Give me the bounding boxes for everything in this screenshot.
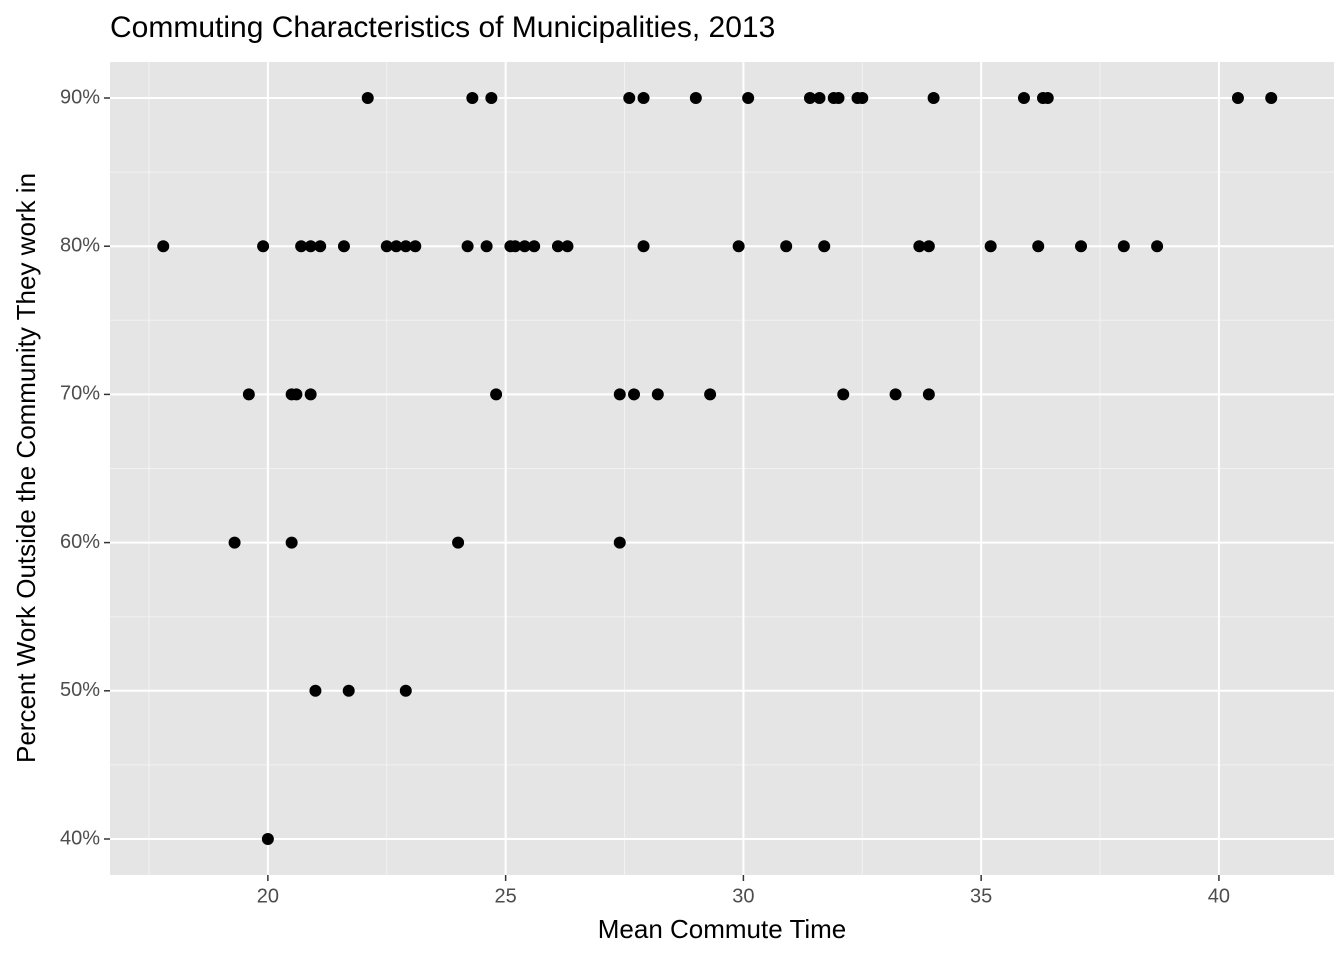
x-tick-label: 25: [495, 885, 517, 907]
point: [623, 92, 636, 105]
point: [628, 388, 641, 401]
point: [704, 388, 717, 401]
y-tick-label: 60%: [60, 531, 100, 553]
point: [518, 240, 531, 253]
y-tick-label: 40%: [60, 827, 100, 849]
point: [304, 240, 317, 253]
point: [380, 240, 393, 253]
x-tick-label: 40: [1208, 885, 1230, 907]
point: [922, 240, 935, 253]
point: [342, 684, 355, 697]
point: [780, 240, 793, 253]
point: [984, 240, 997, 253]
point: [613, 388, 626, 401]
point: [1017, 92, 1030, 105]
point: [689, 92, 702, 105]
point: [461, 240, 474, 253]
point: [922, 388, 935, 401]
point: [257, 240, 270, 253]
y-tick-label: 70%: [60, 383, 100, 405]
x-tick-label: 30: [732, 885, 754, 907]
point: [742, 92, 755, 105]
x-tick-label: 20: [257, 885, 279, 907]
point: [452, 536, 465, 549]
point: [290, 388, 303, 401]
point: [889, 388, 902, 401]
point: [304, 388, 317, 401]
y-tick-label: 50%: [60, 679, 100, 701]
y-tick-label: 80%: [60, 234, 100, 256]
point: [314, 240, 327, 253]
point: [528, 240, 541, 253]
point: [295, 240, 308, 253]
point: [837, 388, 850, 401]
point: [409, 240, 422, 253]
point: [732, 240, 745, 253]
point: [261, 832, 274, 845]
point: [1231, 92, 1244, 105]
point: [1265, 92, 1278, 105]
point: [509, 240, 522, 253]
point: [399, 240, 412, 253]
point: [390, 240, 403, 253]
point: [361, 92, 374, 105]
point: [490, 388, 503, 401]
point: [1041, 92, 1054, 105]
point: [242, 388, 255, 401]
point: [157, 240, 170, 253]
point: [637, 240, 650, 253]
point: [1151, 240, 1164, 253]
chart-title: Commuting Characteristics of Municipalit…: [110, 11, 775, 44]
point: [803, 92, 816, 105]
point: [913, 240, 926, 253]
point: [1032, 240, 1045, 253]
point: [485, 92, 498, 105]
point: [651, 388, 664, 401]
point: [466, 92, 479, 105]
point: [228, 536, 241, 549]
point: [613, 536, 626, 549]
x-tick-label: 35: [970, 885, 992, 907]
point: [637, 92, 650, 105]
y-tick-label: 90%: [60, 86, 100, 108]
point: [480, 240, 493, 253]
point: [561, 240, 574, 253]
point: [813, 92, 826, 105]
point: [551, 240, 564, 253]
point: [856, 92, 869, 105]
point: [832, 92, 845, 105]
x-axis-label: Mean Commute Time: [598, 914, 847, 944]
y-axis-label: Percent Work Outside the Community They …: [11, 173, 41, 763]
point: [1075, 240, 1088, 253]
point: [1117, 240, 1130, 253]
point: [927, 92, 940, 105]
point: [309, 684, 322, 697]
point: [399, 684, 412, 697]
point: [285, 536, 298, 549]
point: [337, 240, 350, 253]
point: [818, 240, 831, 253]
